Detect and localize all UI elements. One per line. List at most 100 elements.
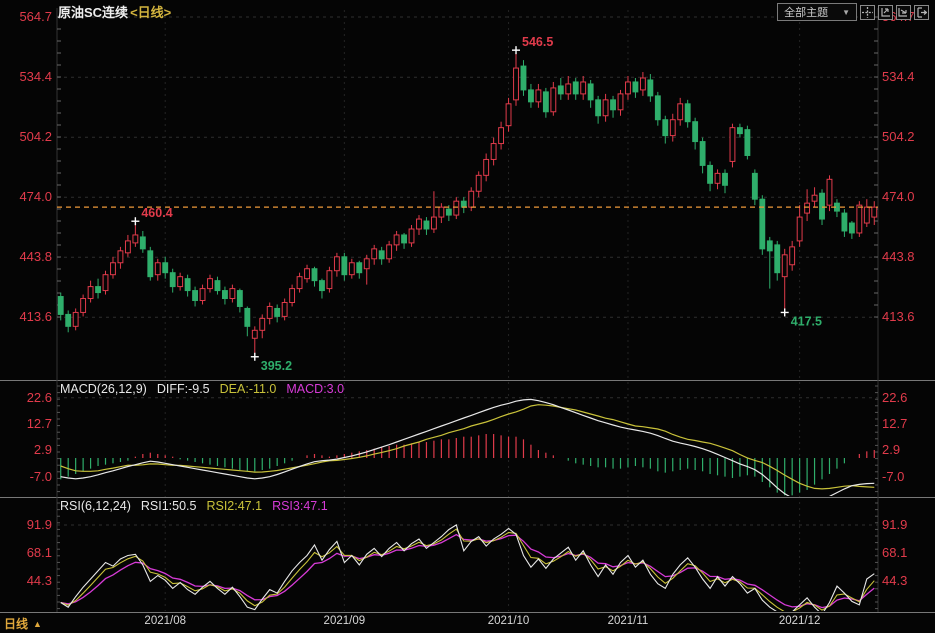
price-axis-label: 474.0 <box>19 189 52 205</box>
candle-up <box>602 99 609 117</box>
rsi-label-row: RSI(6,12,24) RSI1:50.5 RSI2:47.1 RSI3:47… <box>60 499 328 513</box>
period-switch-tag[interactable]: 日线 ▲ <box>4 615 42 632</box>
candle-down <box>736 127 743 135</box>
candle-down <box>647 79 654 97</box>
rsi-axis-label: 68.1 <box>882 545 908 560</box>
candle-up <box>363 258 370 270</box>
candle-up <box>102 274 109 292</box>
candle-up <box>535 89 542 103</box>
macd-axis-label: 2.9 <box>33 442 52 458</box>
candle-down <box>214 280 221 292</box>
candle-down <box>744 129 751 156</box>
right-axis-scale-button[interactable] <box>896 4 911 20</box>
month-axis-label: 2021/08 <box>144 615 186 627</box>
candle-up <box>863 206 870 224</box>
candle-up <box>729 127 736 162</box>
candle-up <box>475 174 482 192</box>
axis-left-icon <box>881 7 890 17</box>
chart-title-bar: 原油SC连续 <日线> <box>58 2 171 21</box>
triangle-up-icon: ▲ <box>33 618 42 629</box>
candle-up <box>304 268 310 280</box>
candle-up <box>513 67 519 101</box>
candle-down <box>401 234 407 244</box>
rsi-axis-label: 68.1 <box>26 545 52 560</box>
month-axis-label: 2021/10 <box>487 615 530 627</box>
candle-up <box>498 127 505 145</box>
macd-label-row: MACD(26,12,9) DIFF:-9.5 DEA:-11.0 MACD:3… <box>60 382 344 396</box>
candle-down <box>841 212 848 232</box>
price-annotation: 460.4 <box>141 206 172 220</box>
candle-up <box>259 317 266 331</box>
candle-down <box>162 262 169 274</box>
candle-down <box>236 290 243 307</box>
candle-up <box>386 244 393 260</box>
macd-axis-label: 2.9 <box>882 442 901 458</box>
candle-down <box>766 240 773 252</box>
candle-up <box>453 200 460 216</box>
macd-axis-label: 12.7 <box>882 416 908 432</box>
candle-down <box>848 222 855 234</box>
candle-down <box>662 119 669 137</box>
rsi1-value: RSI1:50.5 <box>140 499 197 513</box>
candle-up <box>207 278 213 290</box>
candle-down <box>274 307 281 317</box>
candle-down <box>632 81 639 93</box>
candle-up <box>826 178 833 206</box>
macd-macd-value: MACD:3.0 <box>286 382 345 396</box>
dea-line <box>60 404 875 490</box>
candle-up <box>266 305 273 319</box>
candle-layer <box>57 53 878 354</box>
candle-down <box>460 200 467 208</box>
candle-up <box>87 286 94 300</box>
candle-down <box>707 164 713 184</box>
macd-axis-label: -7.0 <box>29 468 52 484</box>
left-axis-scale-button[interactable] <box>878 4 893 20</box>
price-axis-label: 443.8 <box>19 249 52 265</box>
candle-down <box>542 91 549 113</box>
instrument-title: 原油SC连续 <box>58 5 129 20</box>
pane-exit-icon <box>917 6 927 18</box>
candle-up <box>669 119 676 137</box>
candle-down <box>65 313 72 327</box>
candle-down <box>95 286 101 294</box>
candle-up <box>132 234 139 244</box>
restore-pane-button[interactable] <box>914 4 929 20</box>
candle-down <box>57 296 64 315</box>
candle-up <box>251 329 258 339</box>
candle-up <box>154 262 161 276</box>
candle-down <box>692 121 699 143</box>
pan-tool-button[interactable] <box>860 4 875 20</box>
month-axis-label: 2021/09 <box>323 615 366 627</box>
candle-up <box>438 206 445 218</box>
candle-up <box>289 288 296 303</box>
macd-diff-value: DIFF:-9.5 <box>156 382 210 396</box>
chart-toolbar: 全部主题 ▼ <box>777 3 929 21</box>
rsi-axis-label: 91.9 <box>882 517 908 532</box>
price-axis-label: 564.7 <box>19 9 52 24</box>
candle-down <box>595 99 602 117</box>
x-axis-bar: 日线 ▲ 2021/08 2021/09 2021/10 2021/11 2021/12 <box>0 613 935 633</box>
theme-dropdown[interactable]: 全部主题 ▼ <box>777 3 857 21</box>
candle-up <box>625 81 631 95</box>
candle-up <box>296 276 303 290</box>
macd-dea-value: DEA:-11.0 <box>219 382 277 396</box>
candle-up <box>80 298 87 313</box>
macd-axis-label: 12.7 <box>26 416 52 432</box>
candle-up <box>617 93 624 111</box>
grid-layer <box>57 10 878 611</box>
price-axis-label: 504.2 <box>882 129 915 145</box>
rsi2-value: RSI2:47.1 <box>206 499 263 513</box>
price-axis-label: 413.6 <box>19 309 52 325</box>
candle-up <box>871 206 878 218</box>
candle-up <box>416 218 422 230</box>
candle-up <box>333 256 340 272</box>
candle-down <box>759 198 766 250</box>
candle-down <box>319 280 325 292</box>
candle-up <box>229 288 236 300</box>
candle-up <box>789 246 796 266</box>
candle-down <box>751 172 758 200</box>
candle-up <box>177 276 184 288</box>
candle-up <box>468 190 475 208</box>
candle-down <box>222 290 228 300</box>
